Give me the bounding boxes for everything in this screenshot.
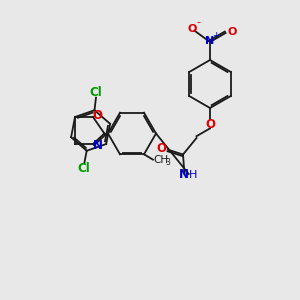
Text: N: N — [206, 36, 214, 46]
Text: N: N — [93, 139, 103, 152]
Text: +: + — [212, 31, 219, 40]
Text: -: - — [196, 17, 201, 27]
Text: O: O — [227, 27, 237, 37]
Text: 3: 3 — [166, 158, 170, 167]
Text: N: N — [179, 168, 189, 181]
Text: O: O — [156, 142, 167, 155]
Text: CH: CH — [153, 155, 168, 165]
Text: Cl: Cl — [89, 86, 102, 99]
Text: H: H — [189, 170, 198, 180]
Text: Cl: Cl — [77, 162, 90, 175]
Text: O: O — [187, 24, 197, 34]
Text: O: O — [205, 118, 215, 131]
Text: O: O — [93, 109, 103, 122]
